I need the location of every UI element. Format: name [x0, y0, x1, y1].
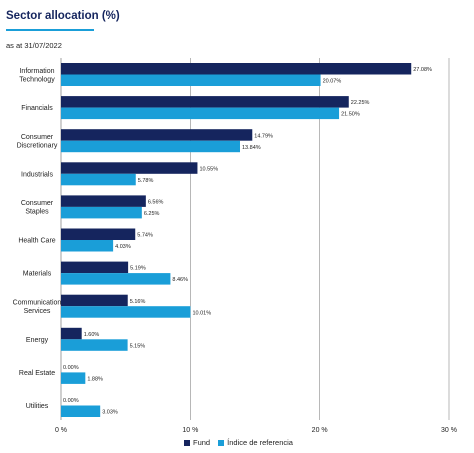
- data-label: 10.01%: [192, 310, 211, 316]
- bar-fund: [61, 228, 136, 240]
- bar-index: [61, 339, 128, 351]
- bar-fund: [61, 129, 253, 141]
- data-label: 5.74%: [137, 233, 153, 239]
- x-tick-label: 0 %: [55, 427, 67, 434]
- data-label: 8.46%: [172, 277, 188, 283]
- bar-index: [61, 173, 136, 186]
- data-label: 22.25%: [351, 100, 370, 106]
- bar-index: [61, 372, 86, 384]
- data-label: 20.07%: [323, 79, 342, 85]
- bar-index: [61, 273, 171, 285]
- data-label: 13.84%: [242, 145, 261, 151]
- data-label: 3.03%: [102, 410, 118, 416]
- category-label: Health Care: [18, 238, 55, 245]
- category-label: Technology: [19, 76, 55, 83]
- chart-title: Sector allocation (%): [6, 10, 120, 22]
- data-label: 5.16%: [130, 299, 146, 305]
- x-tick-label: 10 %: [182, 427, 198, 434]
- data-label: 4.03%: [115, 244, 131, 250]
- data-label: 6.25%: [144, 211, 160, 217]
- bar-index: [61, 306, 191, 318]
- legend-label-index: Índice de referencia: [227, 438, 293, 447]
- category-label: Discretionary: [17, 142, 58, 149]
- bar-fund: [61, 162, 198, 174]
- data-label: 5.78%: [138, 178, 154, 184]
- bar-fund: [61, 327, 82, 340]
- bar-fund: [61, 261, 129, 274]
- legend: Fund Índice de referencia: [184, 438, 293, 447]
- data-label: 6.56%: [148, 199, 164, 205]
- legend-item-index: Índice de referencia: [218, 438, 293, 447]
- bar-fund: [61, 195, 146, 207]
- category-label: Financials: [21, 105, 53, 112]
- legend-swatch-index: [218, 439, 225, 446]
- legend-item-fund: Fund: [184, 438, 210, 447]
- bar-index: [61, 405, 101, 417]
- x-tick-label: 20 %: [312, 427, 328, 434]
- bar-fund: [61, 96, 349, 108]
- data-label: 5.19%: [130, 266, 146, 272]
- legend-swatch-fund: [184, 439, 190, 446]
- data-label: 10.55%: [199, 166, 218, 172]
- data-label: 14.79%: [254, 133, 273, 139]
- category-label: Consumer: [21, 200, 54, 207]
- category-label: Consumer: [21, 134, 54, 141]
- bar-index: [61, 206, 142, 219]
- bar-index: [61, 140, 240, 153]
- legend-label-fund: Fund: [193, 438, 211, 447]
- data-label: 27.08%: [413, 67, 432, 73]
- x-tick-label: 30 %: [441, 427, 457, 434]
- bar-fund: [61, 63, 412, 75]
- category-label: Materials: [23, 271, 52, 278]
- category-label: Real Estate: [19, 370, 55, 377]
- data-label: 5.15%: [130, 343, 146, 349]
- bar-index: [61, 240, 114, 252]
- bar-fund: [61, 294, 128, 307]
- bar-index: [61, 74, 321, 86]
- data-label: 21.50%: [341, 112, 360, 118]
- data-label: 1.88%: [87, 376, 103, 382]
- category-label: Services: [24, 308, 51, 315]
- data-label: 0.00%: [63, 365, 79, 371]
- category-label: Communication: [13, 299, 62, 306]
- bar-index: [61, 107, 340, 120]
- category-label: Industrials: [21, 171, 53, 178]
- category-label: Staples: [25, 209, 49, 216]
- data-label: 0.00%: [63, 398, 79, 404]
- category-label: Energy: [26, 337, 49, 344]
- category-label: Utilities: [26, 403, 49, 410]
- category-label: Information: [19, 68, 54, 75]
- title-underline: [6, 29, 94, 31]
- as-of-date: as at 31/07/2022: [6, 41, 62, 50]
- data-label: 1.60%: [84, 332, 100, 338]
